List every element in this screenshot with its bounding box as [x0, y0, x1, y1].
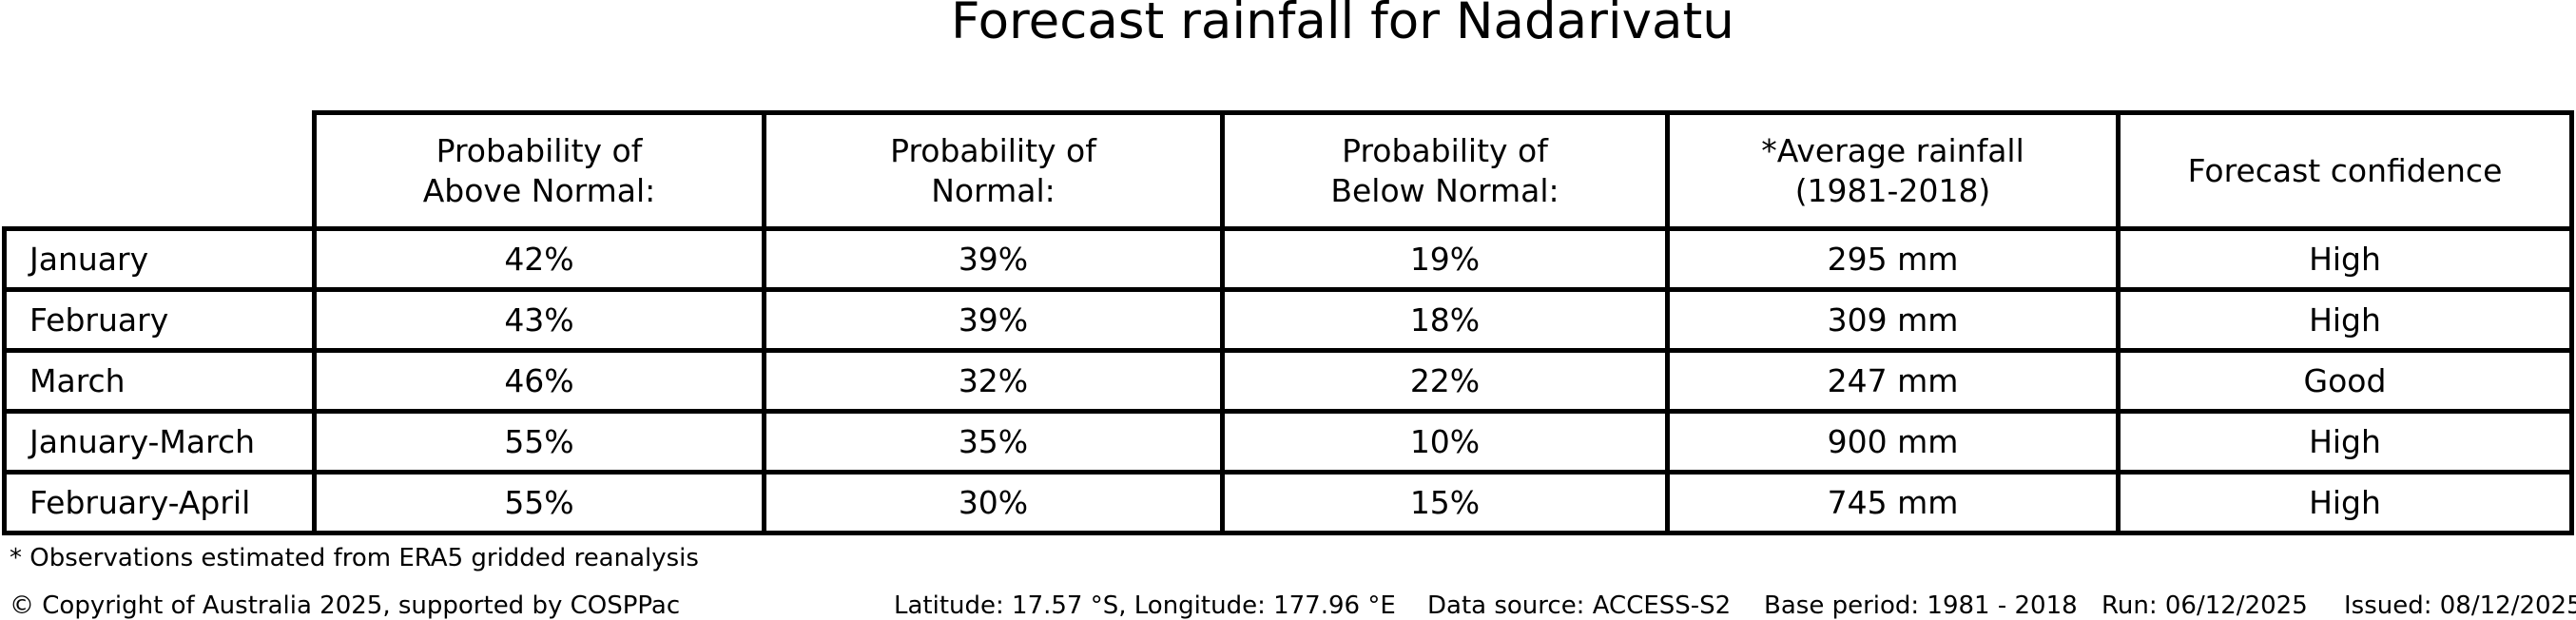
table-cell: 247 mm: [1665, 348, 2121, 414]
column-header-forecast-confidence: Forecast confidence: [2116, 110, 2574, 231]
column-header-average-rainfall: *Average rainfall (1981-2018): [1665, 110, 2121, 231]
table-cell: 39%: [762, 226, 1225, 292]
table-cell: 15%: [1220, 470, 1670, 535]
table-cell: 35%: [762, 409, 1225, 475]
issued-date-text: Issued: 08/12/2025: [2344, 591, 2576, 620]
row-label: February: [2, 287, 317, 353]
data-source-text: Data source: ACCESS-S2: [1427, 591, 1732, 620]
table-cell: Good: [2116, 348, 2574, 414]
table-cell: 46%: [312, 348, 766, 414]
corner-spacer: [5, 113, 315, 229]
table-row-february-april: February-April 55% 30% 15% 745 mm High: [2, 470, 2574, 535]
table-cell: High: [2116, 409, 2574, 475]
table-cell: High: [2116, 470, 2574, 535]
table-cell: 30%: [762, 470, 1225, 535]
column-header-above-normal: Probability of Above Normal:: [312, 110, 766, 231]
header-row: Probability of Above Normal: Probability…: [5, 110, 2574, 231]
table-cell: 309 mm: [1665, 287, 2121, 353]
table-cell: 43%: [312, 287, 766, 353]
table-cell: 19%: [1220, 226, 1670, 292]
table-cell: 18%: [1220, 287, 1670, 353]
footnote-text: * Observations estimated from ERA5 gridd…: [10, 544, 699, 572]
table-row-january-march: January-March 55% 35% 10% 900 mm High: [2, 409, 2574, 475]
table-cell: 295 mm: [1665, 226, 2121, 292]
table-cell: 32%: [762, 348, 1225, 414]
table-cell: 900 mm: [1665, 409, 2121, 475]
table-cell: 39%: [762, 287, 1225, 353]
row-label: January-March: [2, 409, 317, 475]
row-label: February-April: [2, 470, 317, 535]
table-cell: 745 mm: [1665, 470, 2121, 535]
table-row-february: February 43% 39% 18% 309 mm High: [2, 287, 2574, 353]
base-period-text: Base period: 1981 - 2018: [1764, 591, 2078, 620]
table-cell: 55%: [312, 470, 766, 535]
page-title: Forecast rainfall for Nadarivatu: [951, 0, 1734, 50]
table-cell: 42%: [312, 226, 766, 292]
table-cell: 55%: [312, 409, 766, 475]
run-date-text: Run: 06/12/2025: [2101, 591, 2308, 620]
table-cell: High: [2116, 226, 2574, 292]
row-label: January: [2, 226, 317, 292]
forecast-table: Probability of Above Normal: Probability…: [2, 110, 2574, 535]
location-text: Latitude: 17.57 °S, Longitude: 177.96 °E: [894, 591, 1396, 620]
table-cell: 10%: [1220, 409, 1670, 475]
table-cell: 22%: [1220, 348, 1670, 414]
table-row-march: March 46% 32% 22% 247 mm Good: [2, 348, 2574, 414]
copyright-text: © Copyright of Australia 2025, supported…: [10, 591, 681, 620]
column-header-normal: Probability of Normal:: [762, 110, 1225, 231]
column-header-below-normal: Probability of Below Normal:: [1220, 110, 1670, 231]
row-label: March: [2, 348, 317, 414]
table-cell: High: [2116, 287, 2574, 353]
table-row-january: January 42% 39% 19% 295 mm High: [2, 226, 2574, 292]
